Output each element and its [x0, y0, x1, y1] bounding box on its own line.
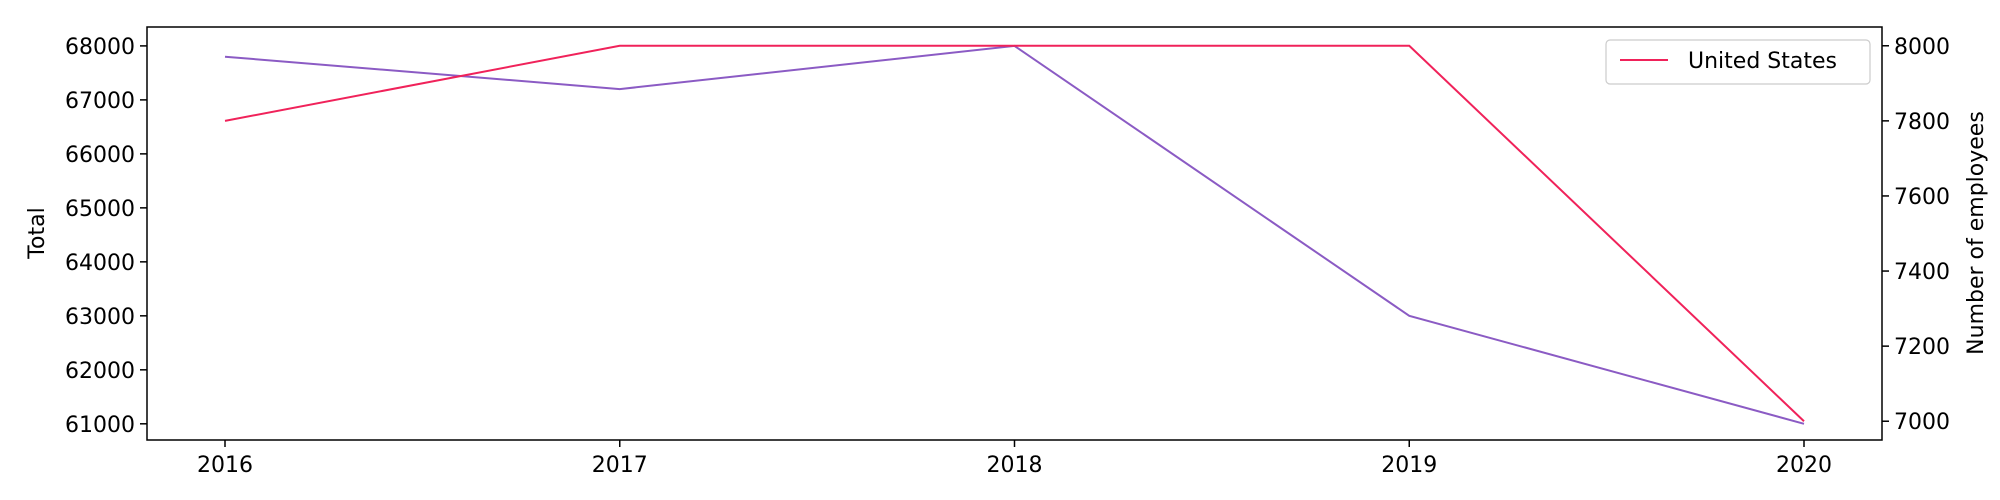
right-tick-label: 7600	[1894, 185, 1950, 210]
right-tick-label: 7400	[1894, 260, 1950, 285]
plot-frame	[146, 26, 1883, 441]
x-tick-label: 2016	[197, 453, 253, 478]
x-tick-label: 2019	[1381, 453, 1437, 478]
left-tick-label: 61000	[65, 413, 135, 438]
right-tick-label: 7200	[1894, 335, 1950, 360]
right-tick-label: 7000	[1894, 410, 1950, 435]
x-tick-label: 2018	[987, 453, 1043, 478]
series-line-united-states	[224, 44, 1805, 422]
right-y-axis: 7000 7200 7400 7600 7800 8000	[1882, 35, 1950, 435]
x-axis: 2016 2017 2018 2019 2020	[197, 440, 1832, 478]
legend-box	[1605, 39, 1871, 85]
left-tick-label: 65000	[65, 197, 135, 222]
left-tick-label: 62000	[65, 359, 135, 384]
left-y-axis: 61000 62000 63000 64000 65000 66000 67000 68000	[65, 35, 147, 438]
x-tick-label: 2020	[1776, 453, 1832, 478]
left-axis-label: Total	[25, 207, 50, 259]
x-tick-label: 2017	[592, 453, 648, 478]
right-tick-label: 8000	[1894, 35, 1950, 60]
right-axis-label: Number of employees	[1964, 111, 1989, 355]
left-tick-label: 68000	[65, 35, 135, 60]
left-tick-label: 63000	[65, 305, 135, 330]
series-line-purple	[224, 44, 1805, 425]
legend: United States	[1605, 39, 1871, 85]
legend-label-united-states: United States	[1688, 49, 1837, 74]
series-layer	[224, 44, 1805, 425]
left-tick-label: 66000	[65, 143, 135, 168]
left-tick-label: 64000	[65, 251, 135, 276]
right-tick-label: 7800	[1894, 110, 1950, 135]
left-tick-label: 67000	[65, 89, 135, 114]
plot-area	[146, 26, 1883, 441]
